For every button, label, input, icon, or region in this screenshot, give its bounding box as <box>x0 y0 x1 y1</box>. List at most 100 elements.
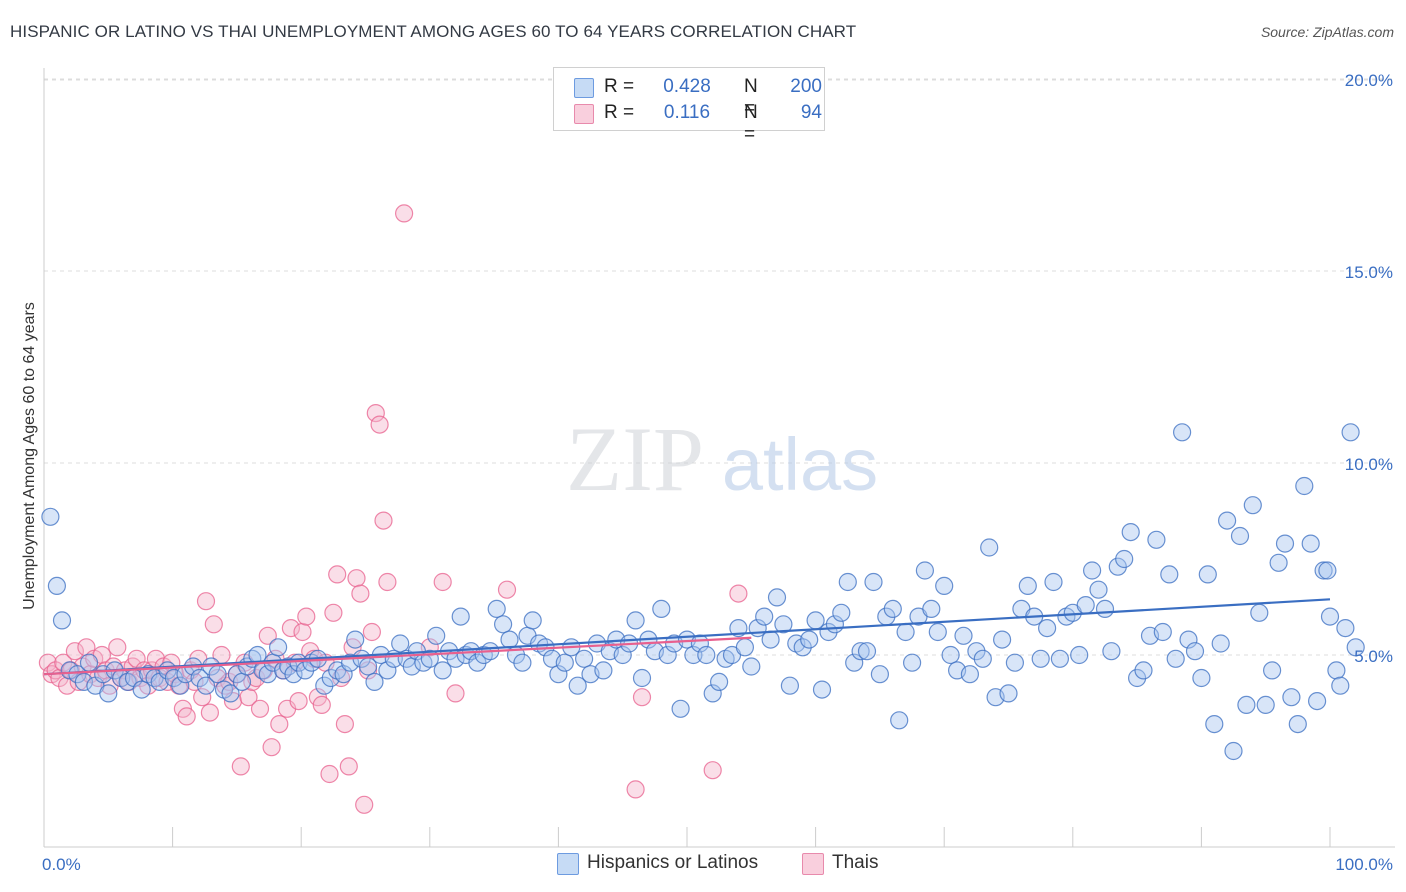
watermark: ZIP atlas <box>566 408 878 510</box>
data-point <box>632 668 652 688</box>
series-hispanics <box>41 423 1365 761</box>
data-point <box>735 638 755 657</box>
data-point <box>574 649 594 668</box>
data-point <box>845 653 864 672</box>
data-point <box>365 672 384 692</box>
data-point <box>812 680 832 699</box>
data-point <box>366 404 385 423</box>
data-point <box>500 630 519 649</box>
data-point <box>992 630 1012 649</box>
data-point <box>451 607 470 626</box>
data-point <box>38 653 58 672</box>
data-point <box>973 649 992 668</box>
data-point <box>132 680 151 699</box>
data-point <box>324 603 343 622</box>
trend-lines <box>43 598 1331 676</box>
data-point <box>1295 476 1314 496</box>
legend-r-label: R = <box>604 102 635 123</box>
data-point <box>864 572 883 592</box>
data-point <box>890 711 909 730</box>
data-point <box>832 603 851 622</box>
data-point <box>269 638 288 657</box>
data-point <box>632 688 652 707</box>
data-point <box>967 642 986 661</box>
data-point <box>935 576 954 596</box>
data-point <box>312 695 331 715</box>
data-point <box>729 584 748 603</box>
data-point <box>1005 653 1025 672</box>
data-point <box>684 645 703 665</box>
data-point <box>1082 561 1102 580</box>
data-point <box>1250 603 1269 622</box>
trend-line-thais <box>43 636 752 676</box>
data-point <box>346 630 365 649</box>
data-point <box>857 642 877 661</box>
data-point <box>281 618 300 638</box>
data-point <box>200 703 219 722</box>
source-label: Source: ZipAtlas.com <box>1260 24 1394 40</box>
data-point <box>79 653 99 672</box>
data-point <box>334 665 353 684</box>
data-point <box>204 615 223 634</box>
data-point <box>1179 630 1198 649</box>
data-point <box>626 780 645 799</box>
data-point <box>1314 561 1333 580</box>
data-point <box>362 622 381 642</box>
data-point <box>703 684 722 703</box>
data-point <box>1237 695 1256 715</box>
data-point <box>954 626 973 645</box>
data-point <box>1147 530 1166 549</box>
trend-line-hispanics <box>43 598 1331 676</box>
data-point <box>284 665 303 684</box>
data-point <box>613 645 632 665</box>
data-point <box>391 634 410 653</box>
data-point <box>293 622 312 642</box>
data-point <box>780 676 800 695</box>
data-point <box>1160 565 1179 584</box>
data-point <box>231 757 250 776</box>
data-point <box>1089 580 1108 599</box>
data-point <box>1275 534 1295 553</box>
data-point <box>1336 618 1355 638</box>
grid <box>44 78 1395 656</box>
data-point <box>742 657 761 676</box>
data-point <box>1331 676 1350 695</box>
data-point <box>487 599 506 619</box>
data-point <box>494 615 513 634</box>
data-point <box>1318 561 1337 580</box>
data-point <box>1256 695 1275 715</box>
data-point <box>671 699 690 718</box>
x-tick-label: 100.0% <box>1335 855 1393 874</box>
data-point <box>52 611 72 630</box>
data-point <box>320 764 339 784</box>
y-tick-label: 15.0% <box>1345 263 1393 282</box>
data-point <box>1341 423 1360 442</box>
data-point <box>1153 622 1172 642</box>
data-point <box>1288 714 1307 734</box>
data-point <box>258 626 277 645</box>
data-point <box>65 642 85 661</box>
data-point <box>497 580 517 599</box>
data-point <box>1166 649 1185 668</box>
legend-swatch-thais <box>574 104 594 124</box>
data-point <box>196 676 216 695</box>
data-point <box>870 665 890 684</box>
data-point <box>1121 522 1140 542</box>
data-point <box>1018 576 1037 596</box>
data-point <box>258 665 277 684</box>
data-point <box>1307 691 1327 711</box>
data-point <box>355 795 374 814</box>
data-point <box>755 607 774 626</box>
data-point <box>1134 661 1153 680</box>
y-tick-label: 10.0% <box>1345 455 1393 474</box>
data-point <box>177 707 196 726</box>
data-point <box>774 615 793 634</box>
data-point <box>108 638 127 657</box>
data-point <box>594 661 613 680</box>
data-point <box>928 622 947 642</box>
data-point <box>208 665 227 684</box>
bottom-swatch-thais <box>802 853 824 875</box>
data-point <box>941 645 960 665</box>
data-point <box>1127 668 1147 688</box>
bottom-swatch-hispanics <box>557 853 579 875</box>
